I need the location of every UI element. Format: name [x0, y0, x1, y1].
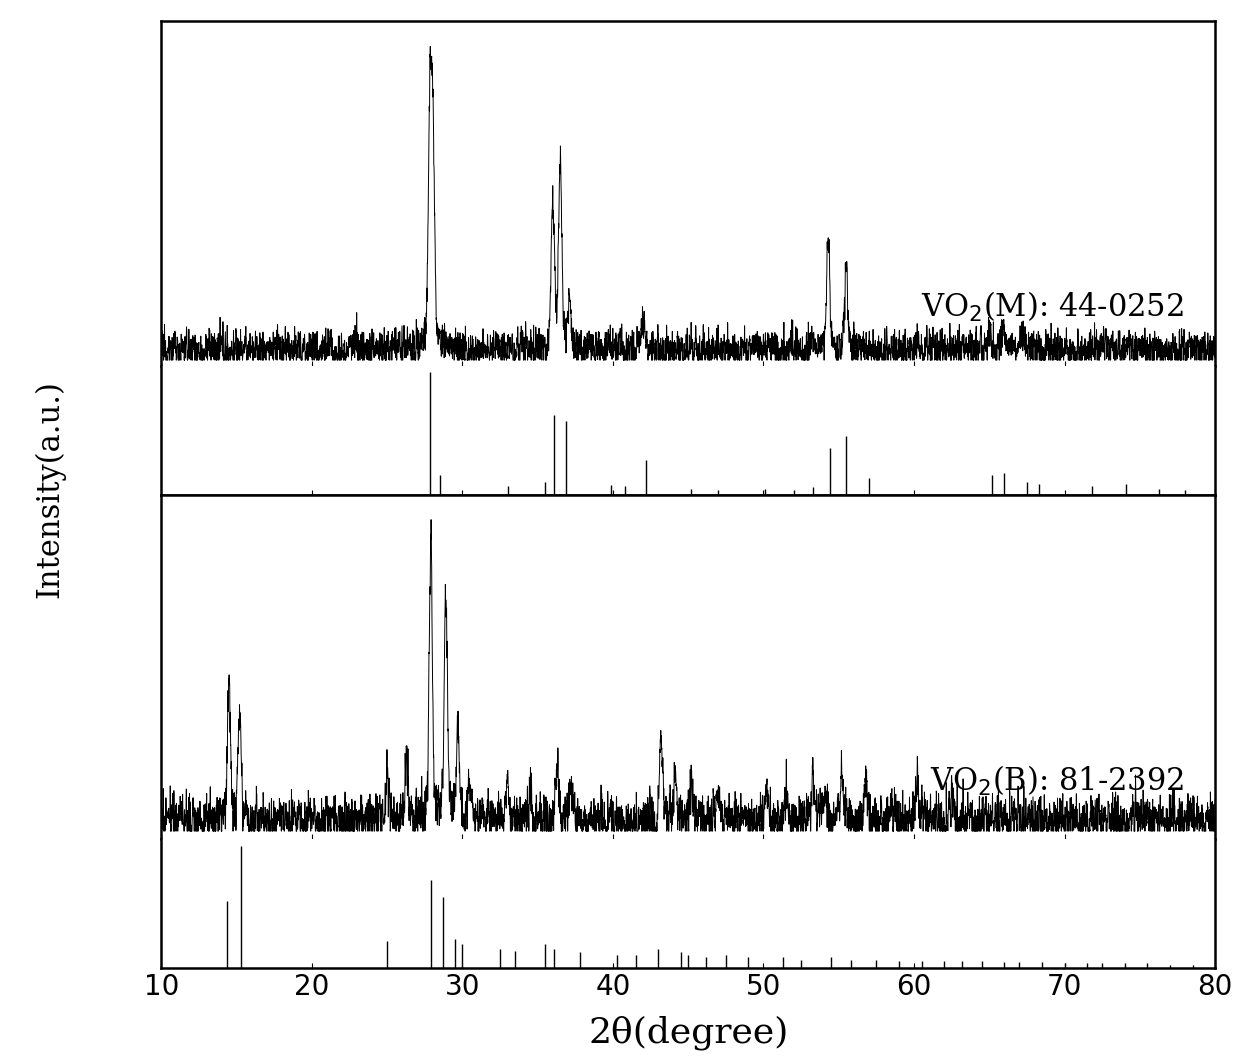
Text: VO$_2$(B): 81-2392: VO$_2$(B): 81-2392 — [930, 764, 1183, 798]
X-axis label: 2θ(degree): 2θ(degree) — [588, 1015, 789, 1049]
Text: VO$_2$(M): 44-0252: VO$_2$(M): 44-0252 — [921, 290, 1183, 325]
Text: Intensity(a.u.): Intensity(a.u.) — [33, 381, 66, 598]
